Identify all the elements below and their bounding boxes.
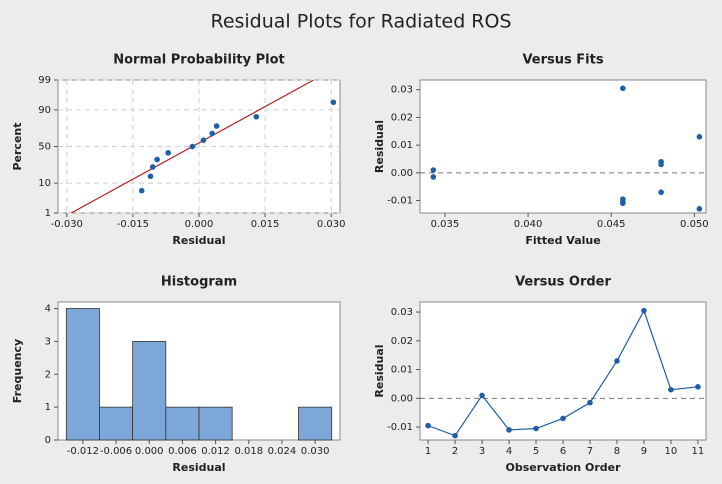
y-tick-label: 0.01: [391, 365, 413, 376]
panel-title: Histogram: [161, 275, 237, 290]
y-tick-label: 0.02: [391, 336, 413, 347]
x-tick-label: 7: [587, 446, 593, 457]
x-tick-label: 11: [692, 446, 705, 457]
point: [200, 137, 207, 143]
point: [587, 399, 593, 406]
y-axis-label: Residual: [373, 344, 386, 397]
panel-title: Versus Fits: [522, 53, 603, 68]
bar: [198, 406, 233, 441]
x-tick-label: 6: [560, 446, 566, 457]
y-tick-label: 0.02: [391, 112, 413, 123]
x-tick-label: 8: [614, 446, 620, 457]
y-tick-label: -0.01: [387, 196, 413, 207]
point: [213, 123, 220, 129]
point: [620, 200, 626, 207]
y-tick-label: 3: [45, 336, 51, 347]
bar: [65, 308, 100, 441]
y-axis-label: Percent: [11, 122, 24, 170]
x-tick-label: 0.050: [680, 219, 709, 230]
x-tick-label: -0.030: [51, 219, 83, 230]
point: [696, 134, 703, 140]
panel-title: Versus Order: [515, 275, 611, 290]
y-tick-label: 0: [45, 435, 51, 446]
x-tick-label: -0.015: [117, 219, 149, 230]
x-axis-label: Fitted Value: [525, 234, 600, 247]
x-tick-label: 0.000: [185, 219, 214, 230]
bar: [99, 406, 134, 441]
y-tick-label: -0.01: [387, 422, 413, 433]
point: [658, 189, 664, 196]
main-title: Residual Plots for Radiated ROS: [210, 11, 511, 33]
point: [620, 85, 626, 92]
y-axis-label: Frequency: [11, 339, 24, 403]
x-tick-label: 4: [506, 446, 512, 457]
point: [452, 432, 458, 439]
y-tick-label: 1: [45, 402, 51, 413]
y-axis-label: Residual: [373, 120, 386, 173]
y-tick-label: 0.01: [391, 140, 413, 151]
x-tick-label: -0.006: [100, 446, 132, 457]
point: [147, 173, 154, 180]
x-tick-label: 0.018: [234, 446, 263, 457]
point: [149, 164, 156, 170]
x-axis-label: Residual: [172, 461, 225, 474]
x-tick-label: 0.045: [597, 219, 626, 230]
point: [533, 425, 539, 432]
y-tick-label: 0.03: [391, 85, 413, 96]
y-tick-label: 0.00: [391, 168, 413, 179]
bar: [298, 406, 333, 441]
x-tick-label: 0.040: [514, 219, 543, 230]
point: [614, 358, 620, 364]
point: [154, 156, 160, 163]
point: [253, 113, 260, 120]
point: [430, 174, 437, 180]
point: [330, 99, 337, 106]
plot-area: [419, 79, 707, 214]
point: [658, 161, 664, 168]
x-tick-label: 0.030: [301, 446, 330, 457]
point: [668, 386, 674, 393]
point: [189, 143, 196, 150]
y-tick-label: 10: [38, 178, 51, 189]
bar: [165, 406, 200, 441]
point: [425, 422, 431, 429]
point: [641, 307, 647, 314]
panel-title: Normal Probability Plot: [113, 53, 285, 68]
point: [560, 415, 566, 422]
x-tick-label: 0.024: [268, 446, 297, 457]
x-tick-label: -0.012: [67, 446, 99, 457]
x-tick-label: 2: [452, 446, 458, 457]
point: [209, 130, 216, 137]
y-tick-label: 50: [38, 142, 51, 153]
point: [479, 392, 485, 399]
x-tick-label: 0.030: [317, 219, 346, 230]
y-tick-label: 4: [45, 304, 51, 315]
point: [165, 150, 171, 156]
y-tick-label: 90: [38, 105, 51, 116]
x-tick-label: 1: [425, 446, 431, 457]
y-tick-label: 0.00: [391, 393, 413, 404]
x-tick-label: 10: [665, 446, 678, 457]
x-tick-label: 5: [533, 446, 539, 457]
point: [696, 206, 703, 212]
x-axis-label: Residual: [172, 234, 225, 247]
y-tick-label: 2: [45, 369, 51, 380]
x-tick-label: 0.015: [251, 219, 280, 230]
x-tick-label: 0.006: [168, 446, 197, 457]
bar: [132, 341, 167, 441]
x-tick-label: 0.012: [201, 446, 230, 457]
x-tick-label: 0.035: [431, 219, 460, 230]
x-tick-label: 3: [479, 446, 485, 457]
y-tick-label: 99: [38, 75, 51, 86]
y-tick-label: 0.03: [391, 307, 413, 318]
y-tick-label: 1: [45, 208, 51, 219]
point: [138, 187, 145, 194]
point: [430, 167, 437, 173]
x-axis-label: Observation Order: [505, 461, 621, 474]
point: [506, 427, 512, 433]
x-tick-label: 9: [641, 446, 647, 457]
x-tick-label: 0.000: [135, 446, 164, 457]
point: [695, 384, 701, 390]
